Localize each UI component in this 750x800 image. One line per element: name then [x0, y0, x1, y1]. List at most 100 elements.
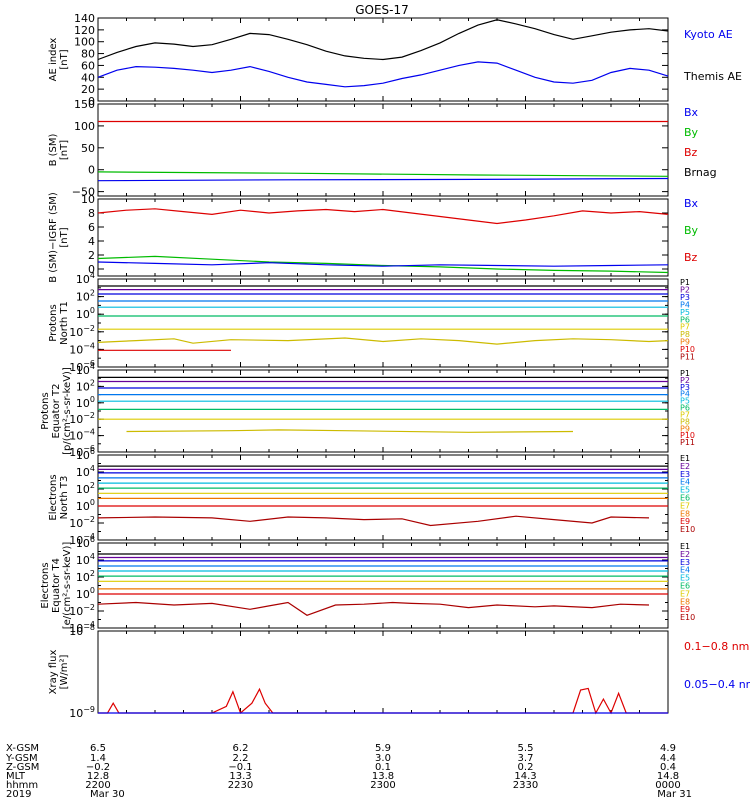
y-tick-label: 102 [76, 289, 95, 304]
legend-entry: E8 [680, 597, 690, 606]
y-axis-label: Equator T2 [51, 384, 62, 439]
legend-entry: P7 [680, 323, 690, 332]
y-tick-label: 10−6 [69, 444, 95, 459]
y-axis-label: Protons [48, 304, 59, 341]
footer-value: 2300 [370, 780, 395, 791]
series-pnorth-p8 [97, 337, 669, 345]
y-tick-label: 104 [76, 271, 95, 286]
footer-value: 2200 [85, 780, 110, 791]
y-tick-label: 104 [76, 464, 95, 479]
legend-entry: E5 [680, 574, 690, 583]
y-axis-label: B (SM)−IGRF (SM) [48, 192, 59, 283]
series-bigrf-by [97, 255, 669, 274]
footer-value: 0.1 [375, 762, 391, 773]
panel-xray: 10−8 10−9 Xray flux [W/m²] 0.1−0.8 nm 0.05−0.… [48, 623, 750, 720]
series-bigrf-bx [97, 261, 669, 267]
legend-entry: E9 [680, 605, 690, 614]
y-tick-label: 102 [76, 569, 95, 584]
footer-value: 4.9 [660, 743, 676, 754]
y-axis-label: [p/(cm²-s-sr-keV)] [62, 367, 73, 455]
legend-entry: E9 [680, 517, 690, 526]
panel-eeq: 106 104 102 100 10−2 10−4 Electrons Equator T4[… [40, 535, 695, 635]
legend-entry: By [684, 126, 699, 139]
footer-value: 6.5 [90, 743, 106, 754]
legend-entry: Bz [684, 251, 698, 264]
legend-entry: E6 [680, 494, 690, 503]
panel-frame [97, 454, 669, 541]
footer-value: Mar 30 [90, 789, 125, 800]
chart-title: GOES-17 [355, 3, 409, 17]
series-bsm-bx [97, 177, 669, 182]
legend-entry: P10 [680, 345, 695, 354]
legend-entry: E2 [680, 462, 690, 471]
series-bsm-by [97, 171, 669, 177]
y-axis-label: [e/(cm²-s-sr-keV)] [62, 542, 73, 630]
series-bigrf-bz [97, 208, 669, 225]
legend-entry: E7 [680, 501, 690, 510]
legend-entry: E7 [680, 589, 690, 598]
footer-value: 13.3 [229, 771, 251, 782]
legend-entry: E2 [680, 550, 690, 559]
y-tick-label: 10−4 [69, 341, 95, 356]
footer-value: 2.2 [233, 753, 249, 764]
y-axis-label: [nT] [59, 227, 70, 247]
footer-row-label: hhmm [6, 780, 38, 791]
y-tick-label: 100 [74, 120, 95, 133]
y-tick-label: 100 [76, 586, 95, 601]
series-eeq-e10 [97, 601, 650, 616]
footer-value: 14.3 [514, 771, 536, 782]
y-tick-label: 100 [76, 306, 95, 321]
panel-bsm: −50 0 50 100 150 B (SM) [nT] Bx By Bz Brnag [48, 98, 717, 199]
y-tick-label: 100 [76, 395, 95, 410]
panel-frame [97, 630, 669, 714]
y-tick-label: 10−9 [69, 705, 95, 720]
legend-entry: P1 [680, 369, 690, 378]
legend-entry: P6 [680, 315, 690, 324]
series-peq-p8 [126, 429, 574, 433]
legend-entry: P11 [680, 353, 695, 362]
y-axis-label: Electrons [40, 562, 51, 608]
footer-value: Mar 31 [657, 789, 692, 800]
y-tick-label: 10 [81, 193, 95, 206]
footer-value: 12.8 [87, 771, 109, 782]
panel-pnorth: 104 102 100 10−2 10−4 10−6 Protons North T1 P1P2… [48, 271, 695, 374]
legend-entry: Bx [684, 197, 699, 210]
footer-value: −0.1 [228, 762, 252, 773]
y-tick-label: 106 [76, 447, 95, 462]
y-axis-label: Equator T4 [51, 558, 62, 613]
legend-entry: E3 [680, 558, 690, 567]
footer-value: 0000 [655, 780, 680, 791]
legend-entry: 0.1−0.8 nm [684, 640, 749, 653]
y-axis-label: [nT] [59, 140, 70, 160]
footer-value: −0.2 [86, 762, 110, 773]
y-tick-label: 4 [88, 235, 95, 248]
y-tick-label: 104 [76, 552, 95, 567]
y-tick-label: 120 [74, 24, 95, 37]
legend-entry: E1 [680, 542, 690, 551]
legend-entry: P10 [680, 431, 695, 440]
y-tick-label: 140 [74, 12, 95, 25]
legend-entry: P7 [680, 410, 690, 419]
legend-entry: P5 [680, 308, 690, 317]
footer-value: 13.8 [372, 771, 394, 782]
y-tick-label: 10−8 [69, 623, 95, 638]
y-tick-label: 106 [76, 535, 95, 550]
legend-entry: 0.05−0.4 nm [684, 678, 750, 691]
y-tick-label: 0 [88, 263, 95, 276]
y-axis-label: Electrons [48, 474, 59, 520]
footer-row-label: Z-GSM [6, 762, 39, 773]
legend-entry: E4 [680, 478, 690, 487]
y-tick-label: 10−4 [69, 428, 95, 443]
footer-row-label: Y-GSM [5, 753, 38, 764]
legend-entry: Bx [684, 106, 699, 119]
y-axis-label: [nT] [59, 49, 70, 69]
footer-value: 3.0 [375, 753, 391, 764]
footer-row-label: X-GSM [6, 743, 39, 754]
footer-row-label: 2019 [6, 789, 31, 800]
legend-entry: P6 [680, 404, 690, 413]
legend-entry: E3 [680, 470, 690, 479]
y-tick-label: 10−4 [69, 620, 95, 635]
footer-value: 0.2 [518, 762, 534, 773]
